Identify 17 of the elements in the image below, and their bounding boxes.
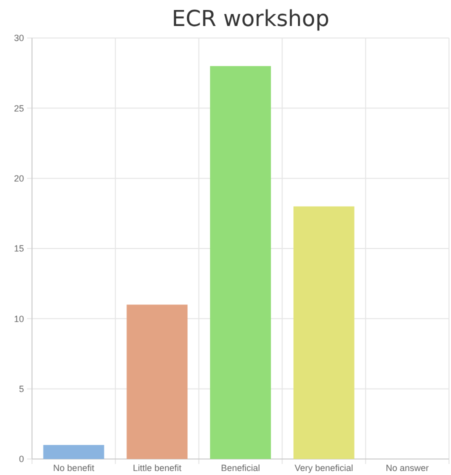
- bar: [210, 66, 271, 459]
- y-tick-label: 20: [14, 173, 24, 184]
- x-tick-label: Beneficial: [220, 463, 260, 473]
- x-tick-label: Very beneficial: [294, 463, 354, 473]
- bar: [293, 206, 354, 459]
- y-tick-label: 30: [14, 33, 24, 44]
- chart-title: ECR workshop: [172, 7, 330, 32]
- y-tick-label: 5: [18, 384, 24, 394]
- y-tick-label: 10: [14, 314, 24, 324]
- x-tick-label: No answer: [386, 463, 429, 473]
- y-tick-label: 15: [14, 244, 24, 254]
- bar: [43, 444, 104, 459]
- bar: [126, 304, 188, 459]
- y-tick-label: 25: [14, 103, 24, 114]
- y-tick-label: 0: [18, 454, 24, 464]
- x-tick-label: Little benefit: [132, 463, 182, 473]
- x-tick-label: No benefit: [53, 463, 95, 473]
